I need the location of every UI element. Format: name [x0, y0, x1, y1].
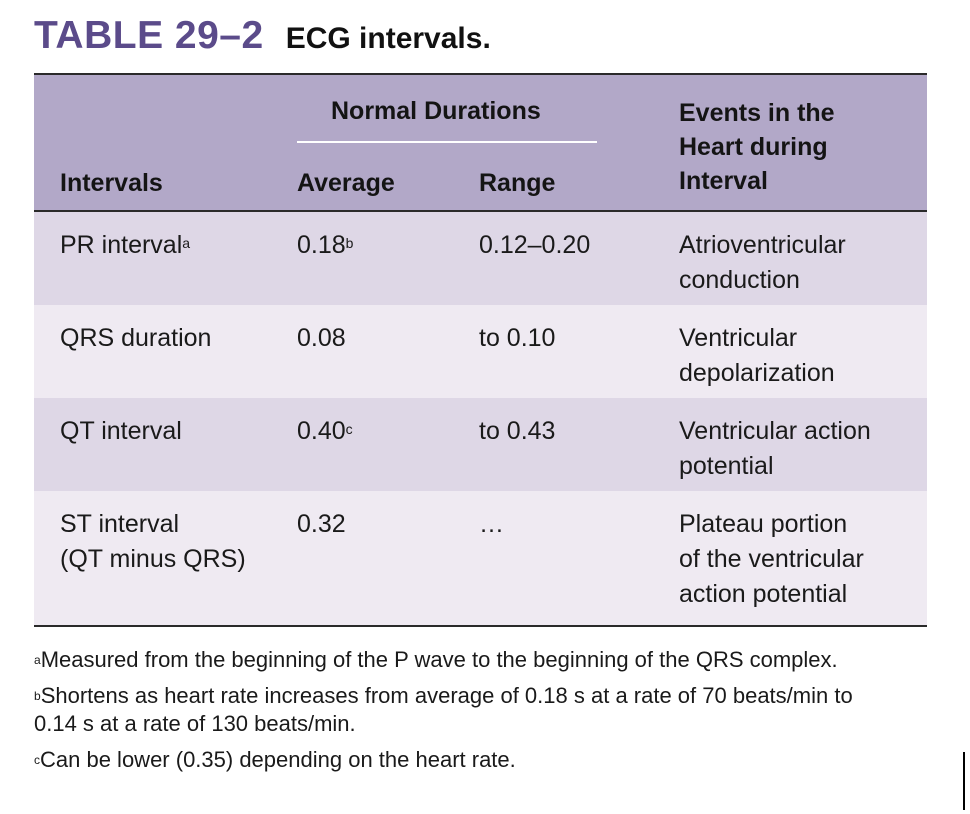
footnote: bShortens as heart rate increases from a… — [34, 683, 853, 736]
footnote-mark: a — [34, 653, 41, 667]
header-range: Range — [479, 169, 556, 197]
table-row: QRS duration 0.08 to 0.10 Ventricular de… — [34, 305, 927, 398]
table-caption: TABLE 29–2 ECG intervals. — [34, 14, 491, 66]
average-cell: 0.40c — [297, 417, 353, 445]
footnote-mark: b — [345, 235, 354, 251]
events-cell: Ventricular depolarization — [679, 324, 835, 387]
header-events-line: Interval — [679, 167, 768, 195]
interval-cell: QT interval — [60, 417, 182, 445]
interval-cell: QRS duration — [60, 324, 212, 352]
footnote: cCan be lower (0.35) depending on the he… — [34, 747, 516, 772]
page-edge-rule — [963, 752, 965, 810]
header-events-line: Heart during — [679, 133, 828, 161]
interval-cell: ST interval (QT minus QRS) — [60, 510, 246, 573]
footnote-mark: b — [34, 689, 41, 703]
range-cell: 0.12–0.20 — [479, 231, 591, 259]
events-cell: Plateau portion of the ventricular actio… — [679, 510, 864, 608]
interval-cell: PR intervala — [60, 231, 191, 259]
footnote-mark: c — [34, 753, 40, 767]
events-cell: Atrioventricular conduction — [679, 231, 846, 294]
table-number: TABLE 29–2 — [34, 14, 264, 57]
footnote: aMeasured from the beginning of the P wa… — [34, 647, 838, 672]
header-intervals: Intervals — [60, 169, 163, 197]
table-row: ST interval (QT minus QRS) 0.32 … Platea… — [34, 491, 927, 625]
average-cell: 0.32 — [297, 510, 346, 538]
table-title: ECG intervals. — [285, 22, 491, 55]
range-cell: … — [479, 510, 504, 538]
footnote-mark: c — [345, 421, 353, 437]
table-header: Intervals Normal Durations Average Range… — [34, 75, 927, 212]
group-divider — [297, 141, 597, 143]
header-events: Events in the Heart during Interval — [679, 96, 835, 198]
table-row: PR intervala 0.18b 0.12–0.20 Atrioventri… — [34, 212, 927, 305]
range-cell: to 0.43 — [479, 417, 556, 445]
table-row: QT interval 0.40c to 0.43 Ventricular ac… — [34, 398, 927, 491]
table-body: PR intervala 0.18b 0.12–0.20 Atrioventri… — [34, 212, 927, 625]
average-cell: 0.08 — [297, 324, 346, 352]
header-average: Average — [297, 169, 395, 197]
table-footnotes: aMeasured from the beginning of the P wa… — [34, 646, 924, 782]
events-cell: Ventricular action potential — [679, 417, 871, 480]
footnote-mark: a — [182, 235, 191, 251]
average-cell: 0.18b — [297, 231, 354, 259]
header-events-line: Events in the — [679, 99, 835, 127]
range-cell: to 0.10 — [479, 324, 556, 352]
header-normal-durations: Normal Durations — [331, 97, 541, 125]
ecg-intervals-table: Intervals Normal Durations Average Range… — [34, 73, 927, 627]
